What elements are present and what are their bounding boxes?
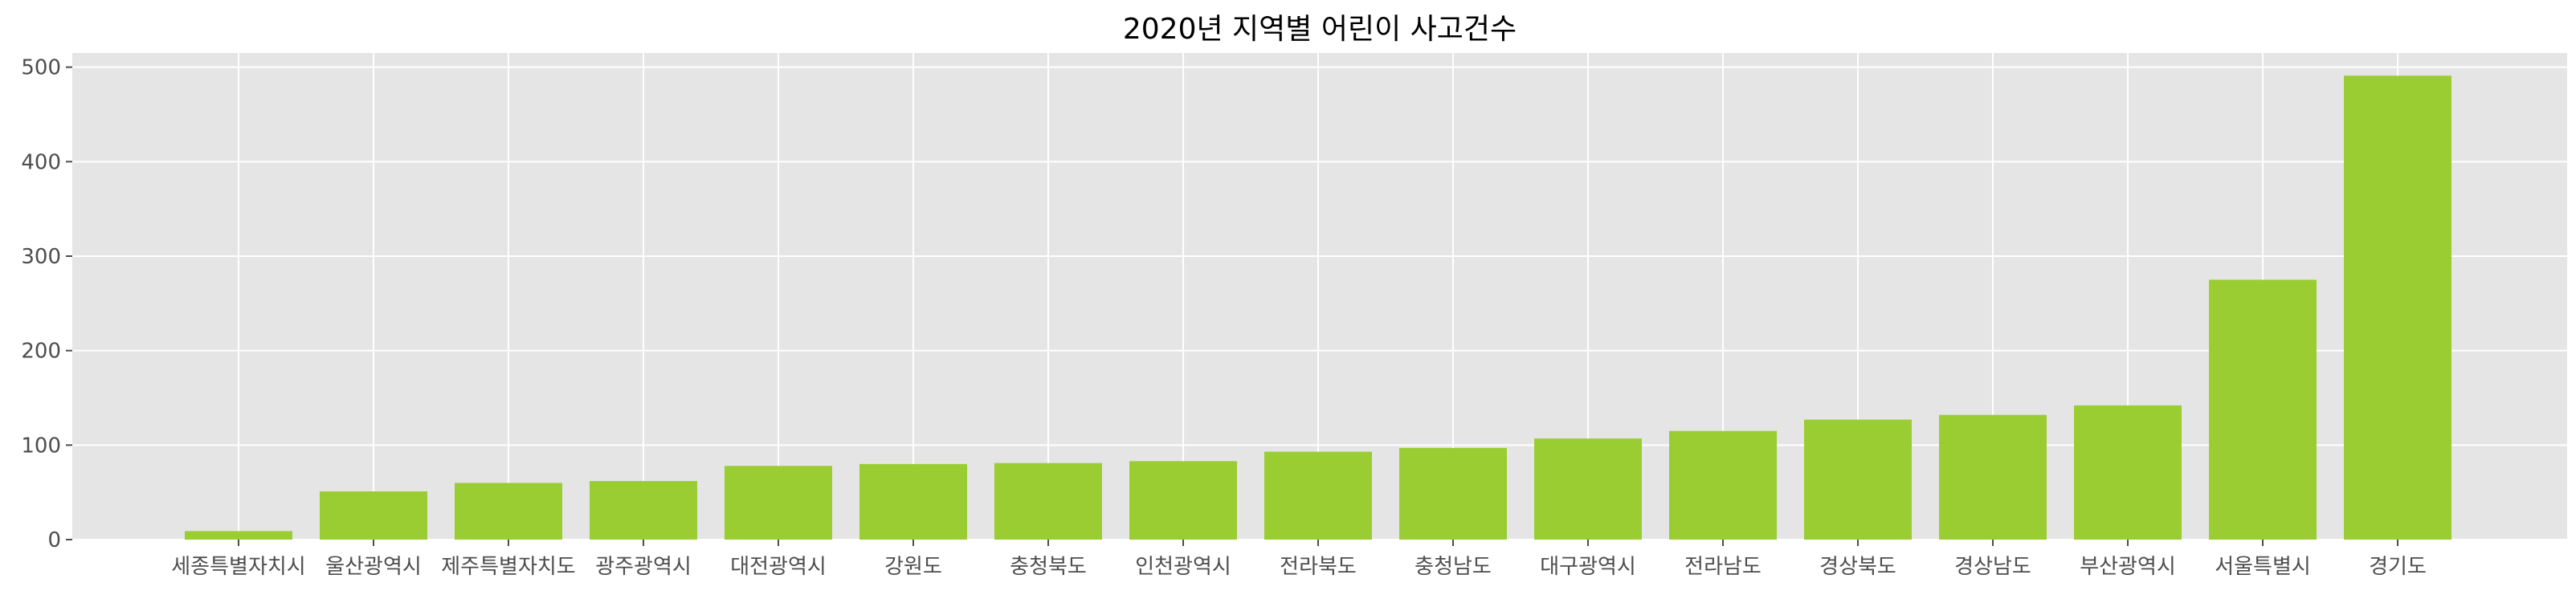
bar-12	[1804, 419, 1912, 540]
chart-title: 2020년 지역별 어린이 사고건수	[1123, 13, 1517, 46]
y-tick-label: 400	[21, 150, 61, 174]
bar-8	[1264, 451, 1372, 540]
x-tick-label: 대구광역시	[1540, 555, 1636, 579]
bar-11	[1669, 430, 1777, 540]
x-tick-label: 세종특별자치시	[171, 555, 305, 579]
bar-6	[994, 463, 1102, 540]
bar-15	[2209, 279, 2317, 540]
bar-1	[320, 491, 427, 540]
y-tick-label: 0	[47, 528, 61, 552]
x-tick-label: 울산광역시	[325, 555, 422, 579]
bar-2	[455, 483, 562, 540]
x-tick-label: 경상북도	[1819, 555, 1896, 579]
bar-14	[2074, 405, 2182, 540]
x-tick-label: 서울특별시	[2215, 555, 2311, 579]
y-tick-label: 300	[21, 245, 61, 269]
bar-0	[185, 531, 292, 540]
bar-7	[1129, 461, 1237, 540]
x-tick-label: 충청북도	[1010, 555, 1087, 579]
bar-16	[2344, 75, 2451, 540]
bar-10	[1534, 438, 1642, 540]
y-axis-ticks: 0 100 200 300 400 500	[21, 56, 72, 552]
y-tick-label: 500	[21, 56, 61, 80]
x-tick-label: 강원도	[884, 555, 942, 579]
y-tick-label: 200	[21, 340, 61, 364]
x-tick-label: 충청남도	[1415, 555, 1492, 579]
bar-4	[725, 466, 832, 540]
x-tick-label: 제주특별자치도	[441, 555, 575, 579]
y-tick-label: 100	[21, 434, 61, 458]
bar-3	[590, 481, 697, 540]
x-tick-label: 광주광역시	[595, 555, 692, 579]
x-tick-label: 부산광역시	[2080, 555, 2176, 579]
bar-13	[1939, 414, 2047, 540]
x-tick-label: 전라북도	[1280, 555, 1357, 579]
bar-9	[1399, 447, 1507, 540]
x-tick-label: 전라남도	[1684, 555, 1762, 579]
x-tick-label: 대전광역시	[730, 555, 827, 579]
x-axis-ticks: 세종특별자치시 울산광역시 제주특별자치도 광주광역시 대전광역시 강원도 충청북도 인천광역…	[171, 540, 2427, 579]
bar-5	[859, 463, 967, 540]
x-tick-label: 경기도	[2369, 555, 2427, 579]
x-tick-label: 경상남도	[1954, 555, 2031, 579]
bars	[185, 75, 2451, 540]
x-tick-label: 인천광역시	[1135, 555, 1231, 579]
